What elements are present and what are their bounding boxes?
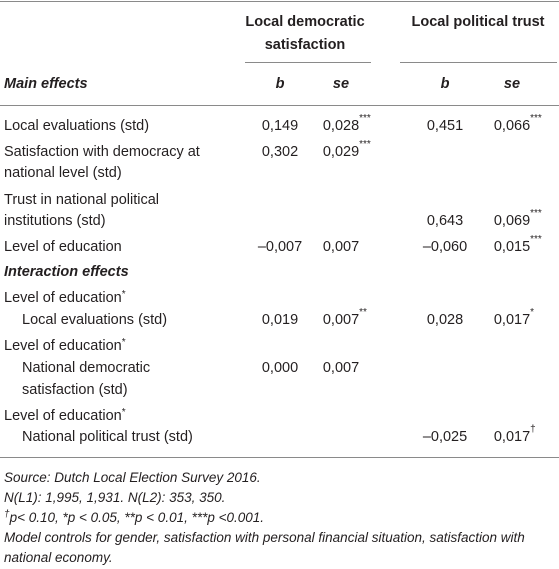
row-sublabel: National democratic: [22, 360, 151, 376]
row-label: Local evaluations (std): [4, 118, 150, 134]
note-text: p< 0.10, *p < 0.05, **p < 0.01, ***p <0.…: [9, 510, 265, 525]
row-label: Trust in national political: [4, 192, 160, 208]
note: †p< 0.10, *p < 0.05, **p < 0.01, ***p <0…: [4, 508, 556, 528]
column-header: b: [440, 76, 450, 92]
significance-mark: ***: [530, 208, 542, 219]
note-text: Source: Dutch Local Election Survey 2016…: [4, 470, 261, 485]
cell-value: 0,029 ***: [322, 139, 371, 161]
cell-value: 0,451: [426, 118, 464, 134]
cell-value: 0,007: [322, 360, 360, 376]
significance-mark: ***: [530, 234, 542, 245]
cell-value: 0,015 ***: [493, 234, 542, 256]
significance-mark: ***: [359, 139, 371, 150]
column-header: b: [275, 76, 285, 92]
cell-value: 0,017 *: [493, 307, 535, 329]
cell-value: 0,028 ***: [322, 113, 371, 135]
top-rule: [0, 1, 559, 2]
row-label: Level of education*: [4, 407, 126, 425]
section-title: Interaction effects: [4, 264, 129, 280]
note: Model controls for gender, satisfaction …: [4, 528, 556, 568]
significance-mark: †: [530, 424, 536, 435]
group-header: satisfaction: [264, 37, 346, 53]
cell-value: 0,000: [261, 360, 299, 376]
group-header: Local democratic: [245, 14, 365, 30]
section-title: Main effects: [4, 76, 88, 92]
group-rule: [245, 62, 371, 63]
cell-value: 0,017 †: [493, 424, 536, 446]
row-label: national level (std): [4, 165, 122, 181]
row-label: Level of education: [4, 239, 122, 255]
group-rule: [400, 62, 557, 63]
note-text: N(L1): 1,995, 1,931. N(L2): 353, 350.: [4, 490, 226, 505]
row-label: Level of education*: [4, 289, 126, 307]
row-label: Satisfaction with democracy at: [4, 144, 200, 160]
column-header: se: [332, 76, 350, 92]
cell-value: 0,028: [426, 312, 464, 328]
note-superscript: †: [4, 509, 10, 520]
cell-value: –0,025: [422, 429, 468, 445]
significance-mark: *: [530, 307, 535, 318]
row-sublabel: satisfaction (std): [22, 382, 128, 398]
header-rule: [0, 105, 559, 106]
row-label: Level of education*: [4, 337, 126, 355]
label-superscript: *: [121, 407, 126, 418]
cell-value: 0,643: [426, 213, 464, 229]
group-header: Local political trust: [411, 14, 545, 30]
cell-value: –0,060: [422, 239, 468, 255]
cell-value: 0,069 ***: [493, 208, 542, 230]
cell-value: 0,007: [322, 239, 360, 255]
label-superscript: *: [121, 337, 126, 348]
note: N(L1): 1,995, 1,931. N(L2): 353, 350.: [4, 488, 556, 508]
row-sublabel: National political trust (std): [22, 429, 193, 445]
cell-value: –0,007: [257, 239, 303, 255]
cell-value: 0,019: [261, 312, 299, 328]
row-label: institutions (std): [4, 213, 106, 229]
cell-value: 0,007 **: [322, 307, 367, 329]
label-superscript: *: [121, 289, 126, 300]
significance-mark: ***: [359, 113, 371, 124]
significance-mark: **: [359, 307, 367, 318]
row-sublabel: Local evaluations (std): [22, 312, 168, 328]
cell-value: 0,066 ***: [493, 113, 542, 135]
significance-mark: ***: [530, 113, 542, 124]
cell-value: 0,302: [261, 144, 299, 160]
bottom-rule: [0, 457, 559, 458]
note: Source: Dutch Local Election Survey 2016…: [4, 468, 556, 488]
cell-value: 0,149: [261, 118, 299, 134]
column-header: se: [503, 76, 521, 92]
note-text: Model controls for gender, satisfaction …: [4, 530, 525, 565]
